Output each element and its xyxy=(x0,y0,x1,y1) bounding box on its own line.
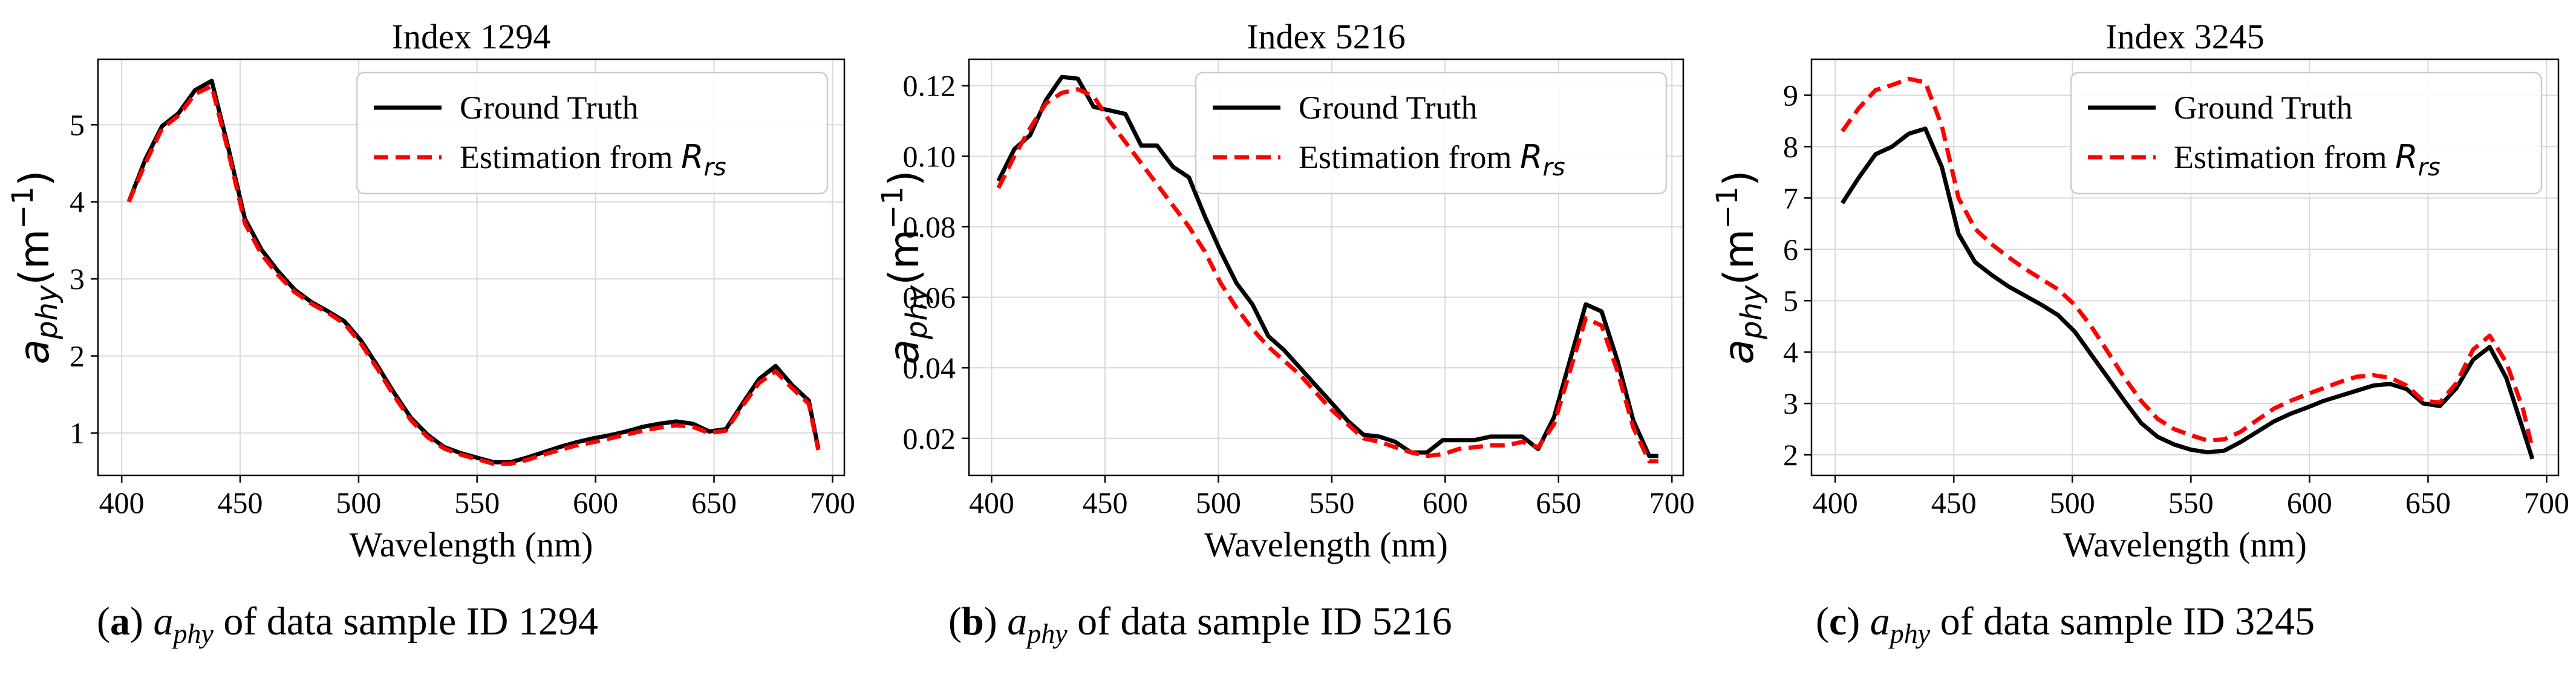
y-tick-label: 5 xyxy=(1783,284,1798,318)
y-axis-label: aphy(m−1) xyxy=(876,170,934,364)
plot-frame xyxy=(968,58,1684,477)
y-tick-label: 4 xyxy=(1783,335,1798,369)
x-tick-label: 650 xyxy=(2405,486,2451,520)
y-tick-label: 5 xyxy=(70,108,85,142)
x-tick-label: 500 xyxy=(1196,486,1241,520)
caption-letter: a xyxy=(109,599,130,644)
x-tick-label: 700 xyxy=(2524,486,2569,520)
series-ground-truth-line xyxy=(1841,126,2535,460)
chart-title: Index 5216 xyxy=(1247,17,1406,56)
y-tick-label: 0.02 xyxy=(903,422,956,455)
x-tick-label: 400 xyxy=(969,486,1014,520)
y-tick-label: 6 xyxy=(1783,232,1798,266)
legend-box xyxy=(1195,71,1668,195)
caption-text: of data sample ID 5216 xyxy=(1077,599,1452,644)
y-tick-label: 7 xyxy=(1783,181,1798,215)
legend-ground-truth-label: Ground Truth xyxy=(1299,90,1478,126)
x-tick-label: 550 xyxy=(1309,486,1354,520)
x-tick-label: 700 xyxy=(810,486,855,520)
caption-symbol: a xyxy=(1870,599,1890,644)
chart-title: Index 3245 xyxy=(2105,17,2265,56)
y-tick-label: 0.04 xyxy=(903,351,956,385)
x-tick-label: 450 xyxy=(1082,486,1127,520)
y-tick-label: 0.12 xyxy=(903,69,956,103)
y-tick-label: 0.06 xyxy=(903,281,956,315)
caption-letter: c xyxy=(1828,599,1847,644)
x-tick-label: 650 xyxy=(1536,486,1581,520)
legend-estimation-label: Estimation from Rrs xyxy=(460,138,726,181)
caption-subscript: phy xyxy=(173,618,214,650)
series-estimation-line xyxy=(1841,76,2535,449)
caption-letter: b xyxy=(961,599,984,644)
chart-1: 400 450 500 550 600 650 700 1 2 3 4 5 Index 1294 Wave… xyxy=(6,17,855,564)
x-tick-label: 400 xyxy=(99,486,145,520)
caption-symbol: a xyxy=(153,599,174,644)
y-axis-label: aphy(m−1) xyxy=(1710,170,1769,364)
caption-c: (c) aphy of data sample ID 3245 xyxy=(1816,599,2315,650)
series-estimation-line xyxy=(996,87,1658,464)
legend-estimation-label: Estimation from Rrs xyxy=(2174,138,2441,181)
x-tick-label: 500 xyxy=(336,486,381,520)
x-tick-label: 450 xyxy=(218,486,263,520)
x-tick-label: 500 xyxy=(2050,486,2095,520)
y-tick-label: 3 xyxy=(70,262,85,296)
caption-subscript: phy xyxy=(1890,618,1931,650)
x-axis-label: Wavelength (nm) xyxy=(350,525,593,564)
caption-symbol: a xyxy=(1007,599,1028,644)
y-tick-label: 4 xyxy=(70,185,85,219)
caption-b: (b) aphy of data sample ID 5216 xyxy=(948,599,1452,650)
plot-frame xyxy=(97,58,846,477)
legend-ground-truth-label: Ground Truth xyxy=(2174,90,2353,126)
caption-a: (a) aphy of data sample ID 1294 xyxy=(97,599,598,650)
x-tick-label: 400 xyxy=(1813,486,1858,520)
y-tick-label: 8 xyxy=(1783,129,1798,163)
x-tick-label: 650 xyxy=(691,486,737,520)
legend-ground-truth-label: Ground Truth xyxy=(460,90,639,126)
x-tick-label: 600 xyxy=(573,486,618,520)
caption-subscript: phy xyxy=(1027,618,1068,650)
y-tick-label: 3 xyxy=(1783,386,1798,420)
x-axis-label: Wavelength (nm) xyxy=(2063,525,2307,564)
y-tick-label: 2 xyxy=(1783,438,1798,472)
caption-text: of data sample ID 3245 xyxy=(1940,599,2315,644)
y-tick-label: 1 xyxy=(70,416,85,450)
x-tick-label: 450 xyxy=(1931,486,1977,520)
legend-estimation-label: Estimation from Rrs xyxy=(1299,138,1565,181)
y-tick-label: 0.08 xyxy=(903,210,956,244)
chart-3: 400 450 500 550 600 650 700 2 3 4 5 6 7 8 9 Index 3245 W… xyxy=(1710,17,2569,564)
caption-text: of data sample ID 1294 xyxy=(223,599,598,644)
series-ground-truth-line xyxy=(996,74,1658,458)
y-tick-label: 2 xyxy=(70,339,85,373)
x-tick-label: 550 xyxy=(454,486,500,520)
x-tick-label: 600 xyxy=(2287,486,2332,520)
legend-box xyxy=(356,71,829,195)
y-axis-label: aphy(m−1) xyxy=(6,170,64,364)
legend-box xyxy=(2070,71,2543,195)
x-tick-label: 700 xyxy=(1649,486,1695,520)
x-tick-label: 600 xyxy=(1423,486,1468,520)
y-tick-label: 0.10 xyxy=(903,139,956,173)
y-tick-label: 9 xyxy=(1783,78,1798,112)
plot-frame xyxy=(1810,58,2560,477)
chart-2: 400 450 500 550 600 650 700 0.02 0.04 0.06 0.08 0.1… xyxy=(876,17,1695,564)
x-tick-label: 550 xyxy=(2168,486,2214,520)
x-axis-label: Wavelength (nm) xyxy=(1204,525,1448,564)
series-estimation-line xyxy=(126,84,821,466)
chart-title: Index 1294 xyxy=(392,17,551,56)
